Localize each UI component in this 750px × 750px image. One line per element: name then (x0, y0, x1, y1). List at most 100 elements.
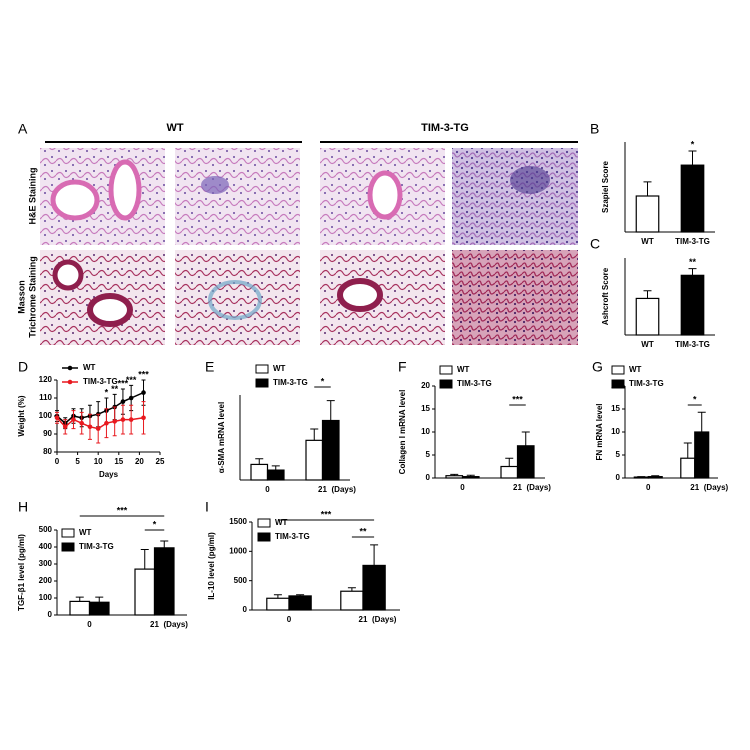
significance: *** (126, 375, 137, 385)
infiltrate (510, 166, 550, 194)
panel-label: G (592, 359, 603, 375)
x-unit: (Days) (372, 615, 397, 624)
bar (134, 568, 156, 616)
x-tick-label: TIM-3-TG (675, 237, 710, 246)
group-label: TIM-3-TG (421, 122, 469, 134)
micrograph (175, 148, 300, 245)
legend-label: WT (629, 365, 642, 374)
histology-images (40, 148, 578, 345)
marker (112, 419, 117, 424)
x-unit: (Days) (527, 483, 552, 492)
y-tick-label: 0 (616, 473, 621, 482)
bar (680, 274, 705, 336)
y-tick-label: 90 (43, 429, 52, 438)
y-axis-label: Weight (%) (17, 395, 26, 437)
panel-label: I (205, 499, 209, 515)
error-bar (95, 596, 104, 603)
y-tick-label: 20 (421, 381, 430, 390)
bar (321, 419, 340, 481)
x-tick-label: 21 (513, 483, 522, 492)
bar (680, 457, 696, 479)
airway (367, 170, 403, 220)
significance: *** (512, 394, 523, 404)
y-tick-label: 15 (421, 404, 430, 413)
error-bar (688, 268, 697, 276)
marker (54, 415, 60, 421)
y-axis-label: Collagen I mRNA level (398, 390, 407, 475)
y-axis-label: FN mRNA level (595, 403, 604, 460)
y-tick-label: 500 (39, 525, 53, 534)
x-tick-label: 25 (156, 457, 165, 466)
x-unit: (Days) (704, 483, 729, 492)
significance: ** (689, 257, 697, 267)
y-tick-label: 10 (421, 427, 430, 436)
error-bar (255, 458, 264, 465)
bar (288, 595, 312, 611)
airway (52, 259, 84, 291)
panel-label: D (18, 359, 28, 375)
bar (250, 463, 269, 481)
y-tick-label: 100 (39, 411, 53, 420)
legend-swatch (61, 528, 75, 538)
bar (500, 465, 519, 479)
error-bar (75, 596, 84, 602)
x-tick-label: 5 (75, 457, 80, 466)
significance: * (693, 394, 697, 404)
bar (445, 475, 464, 479)
y-tick-label: 0 (48, 610, 53, 619)
airway (108, 159, 142, 221)
error-bar (505, 457, 514, 467)
bar (647, 476, 663, 479)
significance: *** (117, 505, 128, 515)
airway (337, 278, 383, 312)
legend-swatch (439, 379, 453, 389)
error-bar (310, 428, 319, 441)
bar (305, 439, 324, 481)
significance: * (153, 519, 157, 529)
bar (635, 297, 660, 336)
significance: * (691, 139, 695, 149)
error-bar (683, 442, 692, 459)
x-tick-label: 0 (55, 457, 60, 466)
marker (141, 415, 146, 421)
x-tick-label: 0 (287, 615, 292, 624)
x-tick-label: 0 (265, 485, 270, 494)
y-tick-label: 0 (243, 605, 248, 614)
y-tick-label: 500 (234, 576, 248, 585)
y-tick-label: 1000 (229, 546, 247, 555)
legend-label: TIM-3-TG (273, 378, 308, 387)
legend-swatch (611, 379, 625, 389)
legend-marker (67, 365, 73, 371)
panel-label: C (590, 236, 600, 252)
bar (88, 601, 110, 616)
error-bar (326, 400, 335, 421)
y-axis-label: Szapiel Score (601, 160, 610, 213)
error-bar (271, 465, 280, 471)
marker (79, 420, 85, 426)
significance: *** (138, 369, 149, 379)
group-label: WT (166, 122, 183, 134)
bar (340, 590, 364, 611)
marker (95, 426, 101, 431)
collagen (208, 280, 262, 320)
y-tick-label: 1500 (229, 517, 247, 526)
error-bar (521, 431, 530, 446)
y-tick-label: 0 (426, 473, 431, 482)
legend-swatch (257, 532, 271, 542)
row-label: Trichrome Staining (27, 256, 37, 338)
error-bar (643, 290, 652, 299)
bar (633, 476, 649, 479)
row-label: Masson (16, 280, 26, 314)
legend-swatch (439, 365, 453, 375)
marker (120, 417, 126, 422)
x-tick-label: TIM-3-TG (675, 340, 710, 349)
y-tick-label: 80 (43, 447, 52, 456)
x-unit: (Days) (164, 620, 189, 629)
panel-label: F (398, 359, 407, 375)
legend-label: TIM-3-TG (457, 379, 492, 388)
significance: *** (118, 378, 129, 388)
bar (680, 164, 705, 233)
legend-marker (67, 379, 73, 385)
bar (362, 564, 386, 611)
significance: ** (359, 526, 367, 536)
